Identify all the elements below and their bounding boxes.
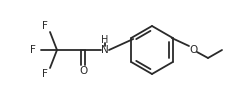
Text: N: N [101,45,109,55]
Text: H: H [101,35,109,45]
Text: F: F [30,45,36,55]
Text: O: O [189,45,197,55]
Text: F: F [42,21,48,31]
Text: F: F [42,69,48,79]
Text: O: O [79,66,87,76]
